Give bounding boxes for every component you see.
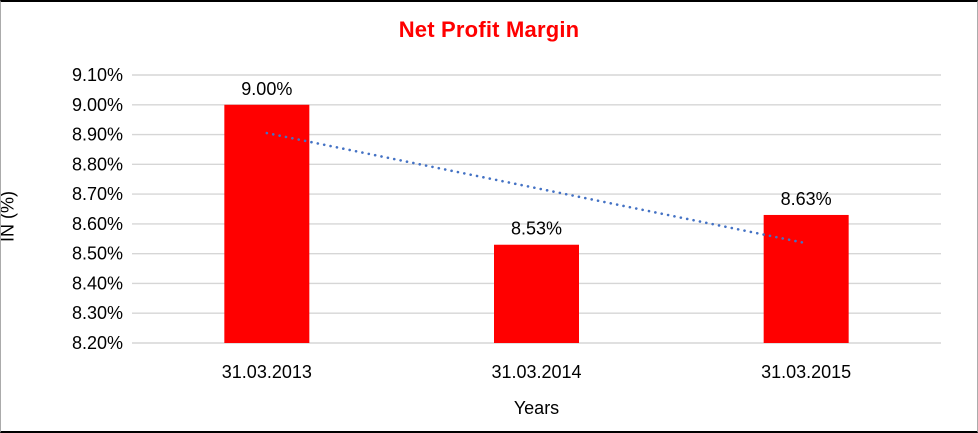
bar bbox=[494, 244, 579, 343]
y-tick-label: 8.70% bbox=[72, 184, 123, 204]
y-tick-label: 9.10% bbox=[72, 65, 123, 85]
y-tick-label: 8.60% bbox=[72, 214, 123, 234]
x-category-label: 31.03.2013 bbox=[222, 362, 312, 382]
x-axis-title: Years bbox=[513, 398, 560, 418]
chart-title: Net Profit Margin bbox=[398, 17, 580, 42]
bar-data-label: 8.53% bbox=[511, 219, 562, 239]
y-tick-label: 9.00% bbox=[72, 95, 123, 115]
y-tick-label: 8.80% bbox=[72, 154, 123, 174]
bar-data-label: 9.00% bbox=[241, 79, 292, 99]
y-tick-label: 8.30% bbox=[72, 303, 123, 323]
trendline bbox=[265, 131, 808, 245]
x-category-label: 31.03.2015 bbox=[761, 362, 851, 382]
bar bbox=[763, 214, 849, 343]
bar bbox=[224, 104, 310, 344]
bar-data-label: 8.63% bbox=[781, 189, 832, 209]
x-category-label: 31.03.2014 bbox=[491, 362, 581, 382]
y-tick-label: 8.40% bbox=[72, 273, 123, 293]
y-tick-label: 8.20% bbox=[72, 333, 123, 353]
y-tick-label: 8.90% bbox=[72, 125, 123, 145]
y-tick-label: 8.50% bbox=[72, 244, 123, 264]
